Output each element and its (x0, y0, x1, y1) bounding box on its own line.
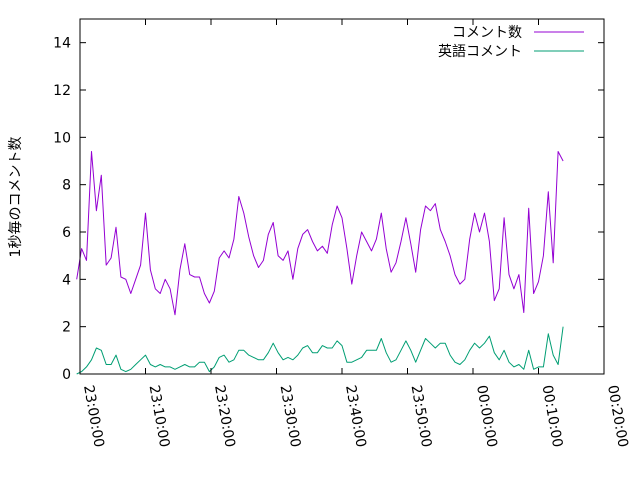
y-tick-label: 4 (62, 272, 71, 288)
y-tick-label: 0 (62, 367, 71, 383)
y-axis: 0 2 4 6 8 10 12 14 (53, 36, 604, 383)
y-tick-label: 6 (62, 225, 71, 241)
y-tick-label: 12 (53, 83, 71, 99)
series-line-1 (76, 151, 564, 316)
y-tick-label: 8 (62, 178, 71, 194)
y-tick-label: 2 (62, 320, 71, 336)
y-tick-label: 10 (53, 130, 71, 146)
series-layer (76, 151, 564, 375)
y-tick-label: 14 (53, 36, 71, 52)
legend-label: コメント数 (452, 25, 522, 41)
legend-label: 英語コメント (438, 43, 522, 60)
series-line-2 (76, 326, 564, 375)
y-axis-label: 1秒毎のコメント数 (8, 137, 24, 258)
